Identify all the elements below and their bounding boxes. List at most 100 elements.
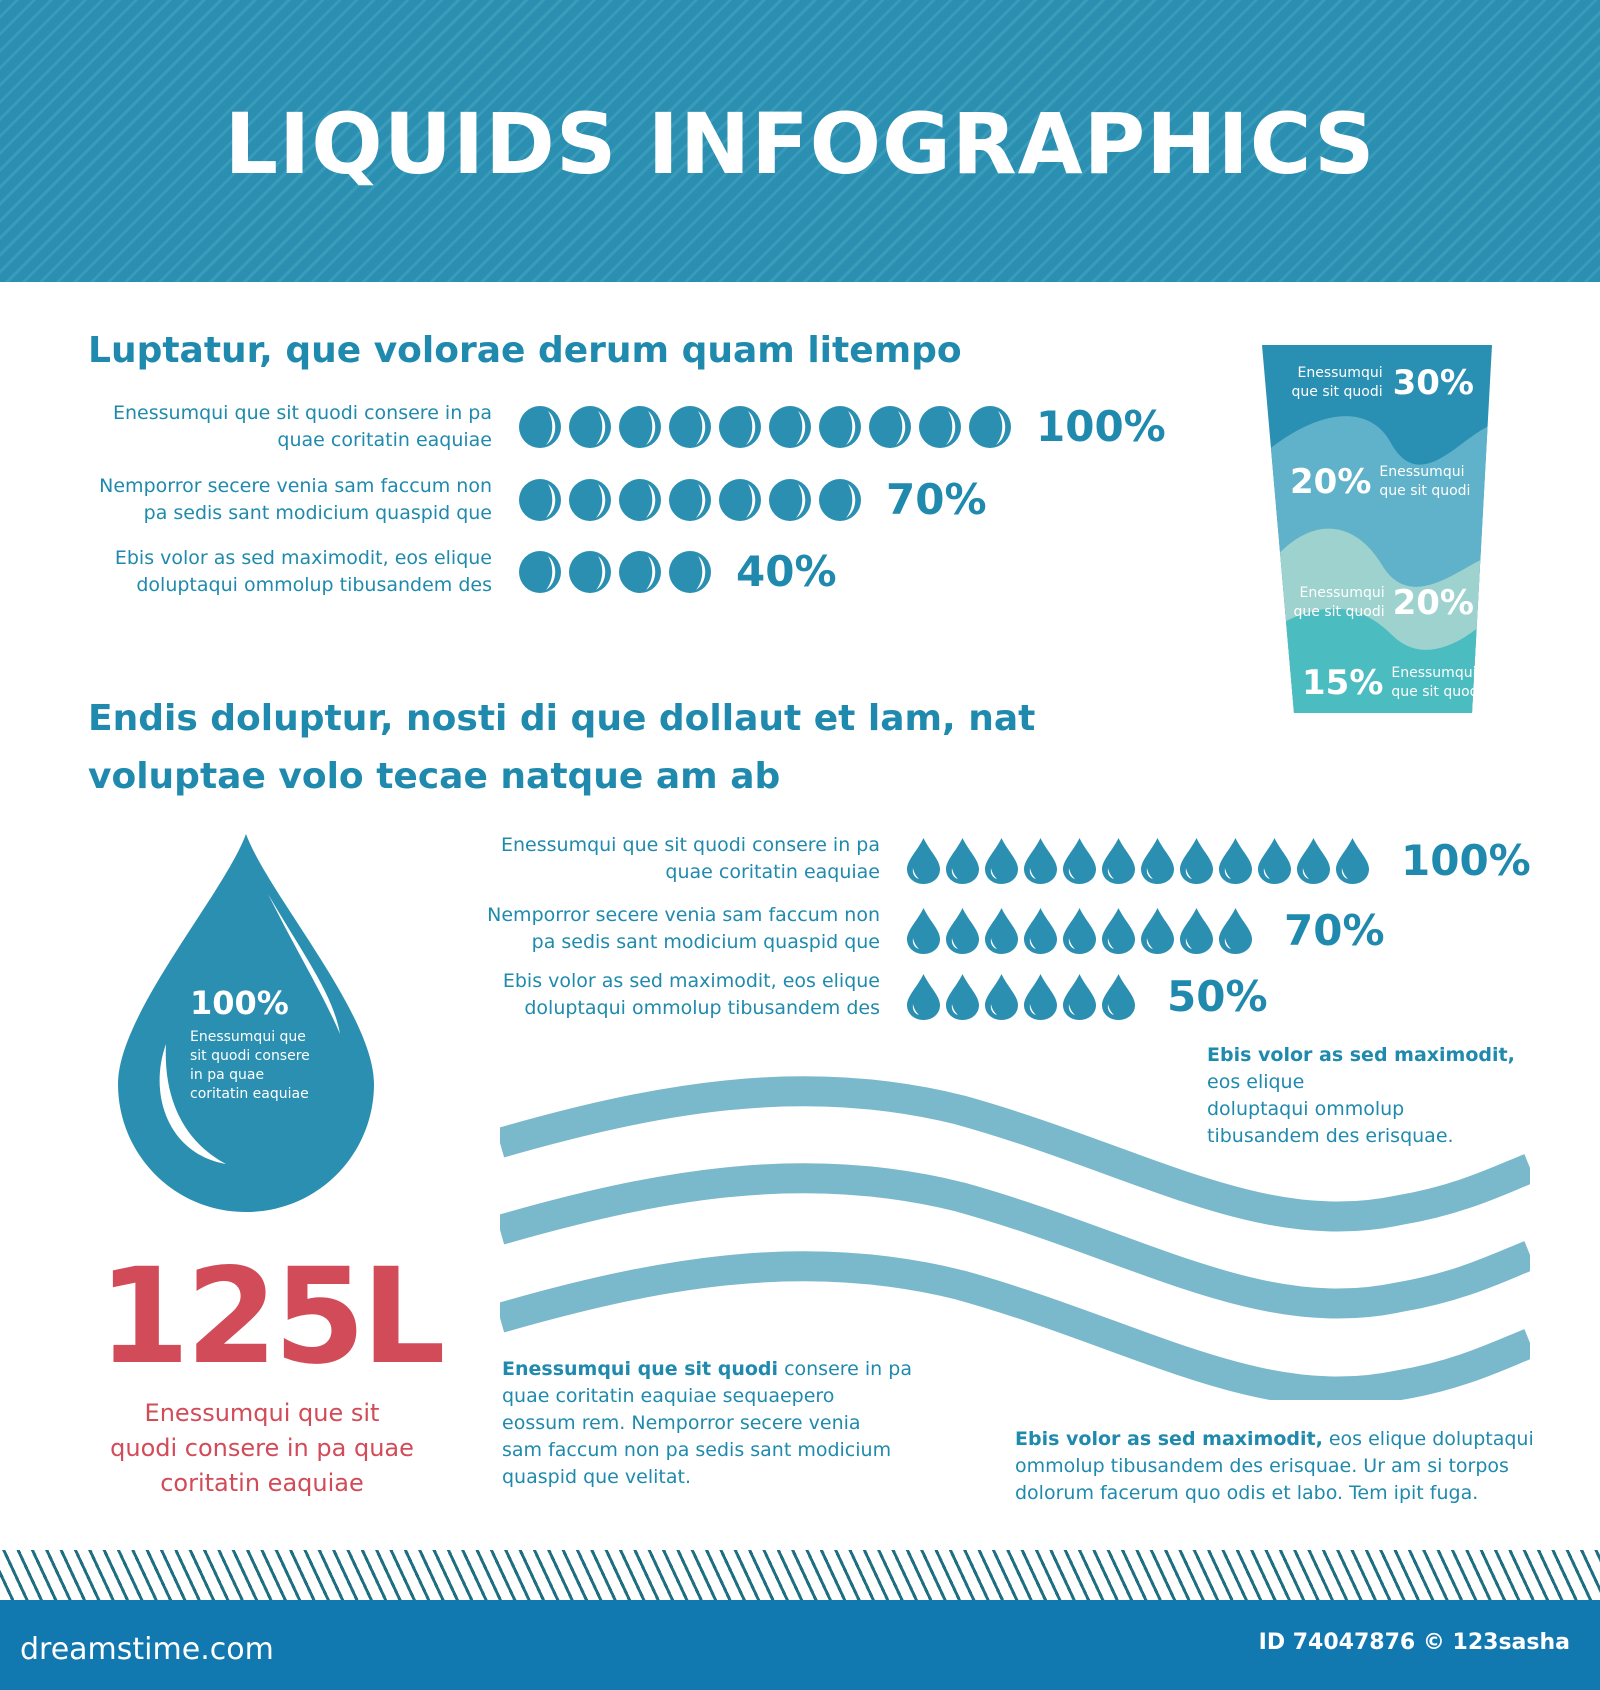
cup-percent: 15% — [1302, 663, 1384, 703]
row-label-line: Ebis volor as sed maximodit, eos elique — [114, 547, 492, 569]
bold-text: Ebis volor as sed maximodit, — [1015, 1428, 1323, 1450]
volume-caption-line: coritatin eaquiae — [160, 1469, 364, 1497]
big-drop-line: coritatin eaquiae — [190, 1086, 309, 1102]
cup-label-text: Enessumqui — [1299, 585, 1385, 601]
text-line: tibusandem des erisquae. — [1207, 1125, 1454, 1147]
cup-label-1: Enessumqui que sit quodi 30% — [1292, 363, 1474, 403]
water-drop-icon — [985, 837, 1018, 884]
icon-row: 70% — [907, 906, 1385, 955]
water-drop-icon — [1102, 973, 1135, 1020]
text-bottom-left: Enessumqui que sit quodi consere in pa q… — [502, 1356, 912, 1491]
big-drop-percent: 100% — [190, 984, 289, 1022]
cup-label-text: Enessumqui — [1297, 365, 1383, 381]
page-title: LIQUIDS INFOGRAPHICS — [224, 95, 1376, 193]
row-label-line: quae coritatin eaquiae — [665, 861, 880, 883]
circle-drop-icon — [968, 405, 1012, 449]
row-percent: 50% — [1167, 972, 1268, 1021]
water-drop-icon — [1219, 907, 1252, 954]
circle-drop-icon — [818, 478, 862, 522]
water-drop-icon — [1141, 907, 1174, 954]
row-label: Enessumqui que sit quodi consere in pa qu… — [72, 400, 492, 454]
circle-drop-icon — [568, 550, 612, 594]
section2-heading: Endis doluptur, nosti di que dollaut et … — [88, 690, 1035, 806]
cup-percent: 30% — [1392, 363, 1474, 403]
wave-band — [500, 1076, 1530, 1232]
cup-label-text: que sit quodi — [1291, 384, 1383, 400]
water-drop-icon — [907, 907, 940, 954]
water-drop-icon — [1258, 837, 1291, 884]
circle-drop-icon — [568, 478, 612, 522]
water-drop-icon — [907, 837, 940, 884]
row-label: Nemporror secere venia sam faccum non pa … — [460, 902, 880, 956]
text-line: ommolup tibusandem des erisquae. Ur am s… — [1015, 1455, 1509, 1477]
row-label-line: pa sedis sant modicium quaspid que — [531, 931, 880, 953]
row-label-line: doluptaqui ommolup tibusandem des — [136, 574, 492, 596]
cup-graphic — [1262, 345, 1492, 713]
wave-band — [500, 1251, 1530, 1400]
big-drop-line: in pa quae — [190, 1067, 265, 1083]
water-drop-icon — [1141, 837, 1174, 884]
text-line: doluptaqui ommolup — [1207, 1098, 1405, 1120]
water-drop-icon — [1024, 907, 1057, 954]
cup-layer-4 — [1262, 608, 1492, 713]
icon-row: 100% — [518, 402, 1166, 451]
water-drop-icon — [985, 907, 1018, 954]
water-drop-icon — [985, 973, 1018, 1020]
circle-drop-icon — [618, 550, 662, 594]
water-drop-icon — [118, 834, 374, 1212]
volume-caption-line: quodi consere in pa quae — [110, 1434, 414, 1462]
section2-heading-line: Endis doluptur, nosti di que dollaut et … — [88, 698, 1036, 739]
bold-text: Ebis volor as sed maximodit, — [1207, 1044, 1515, 1066]
circle-drop-icon — [668, 550, 712, 594]
water-drop-icon — [1336, 837, 1369, 884]
cup-chart: Enessumqui que sit quodi 30% 20% Enessumq… — [1262, 345, 1492, 713]
water-drop-icon — [1180, 837, 1213, 884]
text-line: quae coritatin eaquiae sequaepero — [502, 1385, 835, 1407]
image-id: ID 74047876 © 123sasha — [1258, 1630, 1570, 1655]
row-percent: 70% — [886, 475, 987, 524]
circle-drop-icon — [768, 478, 812, 522]
row-label: Ebis volor as sed maximodit, eos elique d… — [72, 545, 492, 599]
water-drop-icon — [1024, 837, 1057, 884]
text-line: sam faccum non pa sedis sant modicium — [502, 1439, 892, 1461]
dreamstime-logo: dreamstime.com — [20, 1632, 274, 1667]
circle-drop-icon — [518, 478, 562, 522]
circle-drop-icon — [518, 550, 562, 594]
circle-drop-icon — [668, 478, 712, 522]
circle-drop-icon — [818, 405, 862, 449]
circle-drop-icon — [918, 405, 962, 449]
text-line: eos elique doluptaqui — [1322, 1428, 1534, 1450]
stripe-divider — [0, 1550, 1600, 1600]
circle-drop-icon — [518, 405, 562, 449]
cup-label-text: que sit quodi — [1379, 483, 1471, 499]
water-drop-icon — [1063, 973, 1096, 1020]
cup-percent: 20% — [1290, 462, 1372, 502]
cup-label-4: 15% Enessumqui que sit quodi — [1302, 663, 1482, 703]
row-label-line: Nemporror secere venia sam faccum non — [487, 904, 880, 926]
circle-drop-icon — [768, 405, 812, 449]
water-drop-icon — [1102, 907, 1135, 954]
circle-drop-icon — [618, 478, 662, 522]
water-drop-icon — [1063, 837, 1096, 884]
cup-label-2: 20% Enessumqui que sit quodi — [1290, 462, 1470, 502]
icon-row: 40% — [518, 547, 837, 596]
water-drop-icon — [1063, 907, 1096, 954]
big-drop-line: Enessumqui que — [190, 1029, 306, 1045]
water-drop-icon — [907, 973, 940, 1020]
row-label-line: doluptaqui ommolup tibusandem des — [524, 997, 880, 1019]
icon-row: 50% — [907, 972, 1268, 1021]
cup-label-text: que sit quodi — [1293, 604, 1385, 620]
row-label: Nemporror secere venia sam faccum non pa … — [72, 473, 492, 527]
row-label-line: Ebis volor as sed maximodit, eos elique — [502, 970, 880, 992]
text-bottom-right: Ebis volor as sed maximodit, eos elique … — [1015, 1426, 1534, 1507]
cup-label-text: Enessumqui — [1379, 464, 1465, 480]
row-percent: 70% — [1284, 906, 1385, 955]
row-percent: 100% — [1036, 402, 1166, 451]
icon-row: 70% — [518, 475, 987, 524]
row-percent: 40% — [736, 547, 837, 596]
row-label: Ebis volor as sed maximodit, eos elique d… — [460, 968, 880, 1022]
text-line: eos elique — [1207, 1071, 1305, 1093]
volume-value: 125L — [98, 1240, 446, 1394]
circle-drop-icon — [718, 405, 762, 449]
water-drop-icon — [1297, 837, 1330, 884]
